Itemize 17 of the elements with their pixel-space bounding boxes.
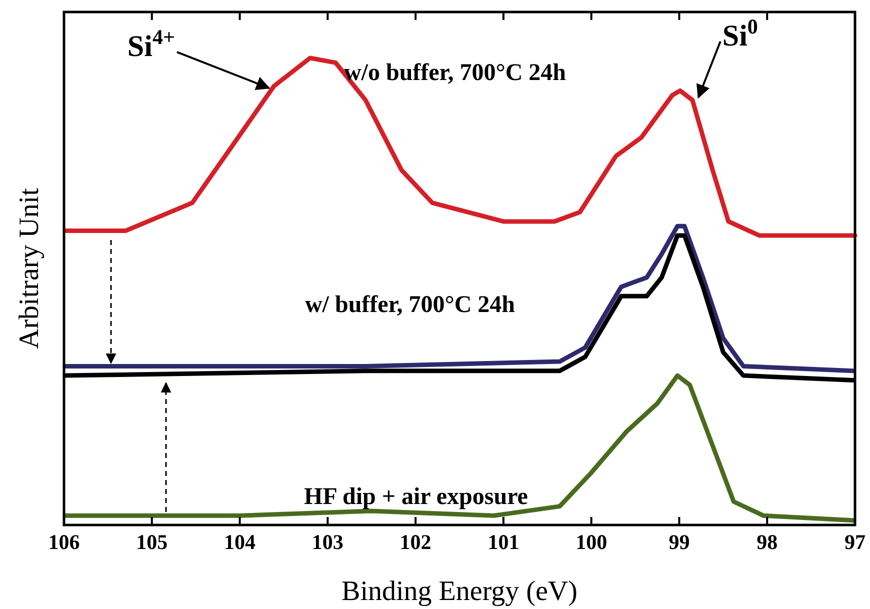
x-axis-title: Binding Energy (eV): [342, 576, 578, 607]
x-tick-label: 100: [576, 530, 608, 554]
annotation: Si$^{4+}$: [127, 25, 175, 64]
series-label: HF dip + air exposure: [304, 484, 528, 510]
x-tick-label: 102: [400, 530, 432, 554]
x-tick-label: 105: [136, 530, 168, 554]
series-label: w/ buffer, 700°C 24h: [304, 292, 516, 318]
annotation: Si$^{0}$: [722, 14, 758, 52]
x-tick-label: 103: [312, 530, 344, 554]
x-tick-label: 104: [224, 530, 256, 554]
x-tick-label: 97: [844, 530, 866, 554]
x-tick-label: 99: [668, 530, 690, 554]
x-tick-label: 101: [488, 530, 520, 554]
x-tick-label: 98: [756, 530, 778, 554]
y-axis-title: Arbitrary Unit: [14, 188, 45, 349]
x-tick-label: 106: [48, 530, 80, 554]
series-label: w/o buffer, 700°C 24h: [344, 60, 566, 86]
